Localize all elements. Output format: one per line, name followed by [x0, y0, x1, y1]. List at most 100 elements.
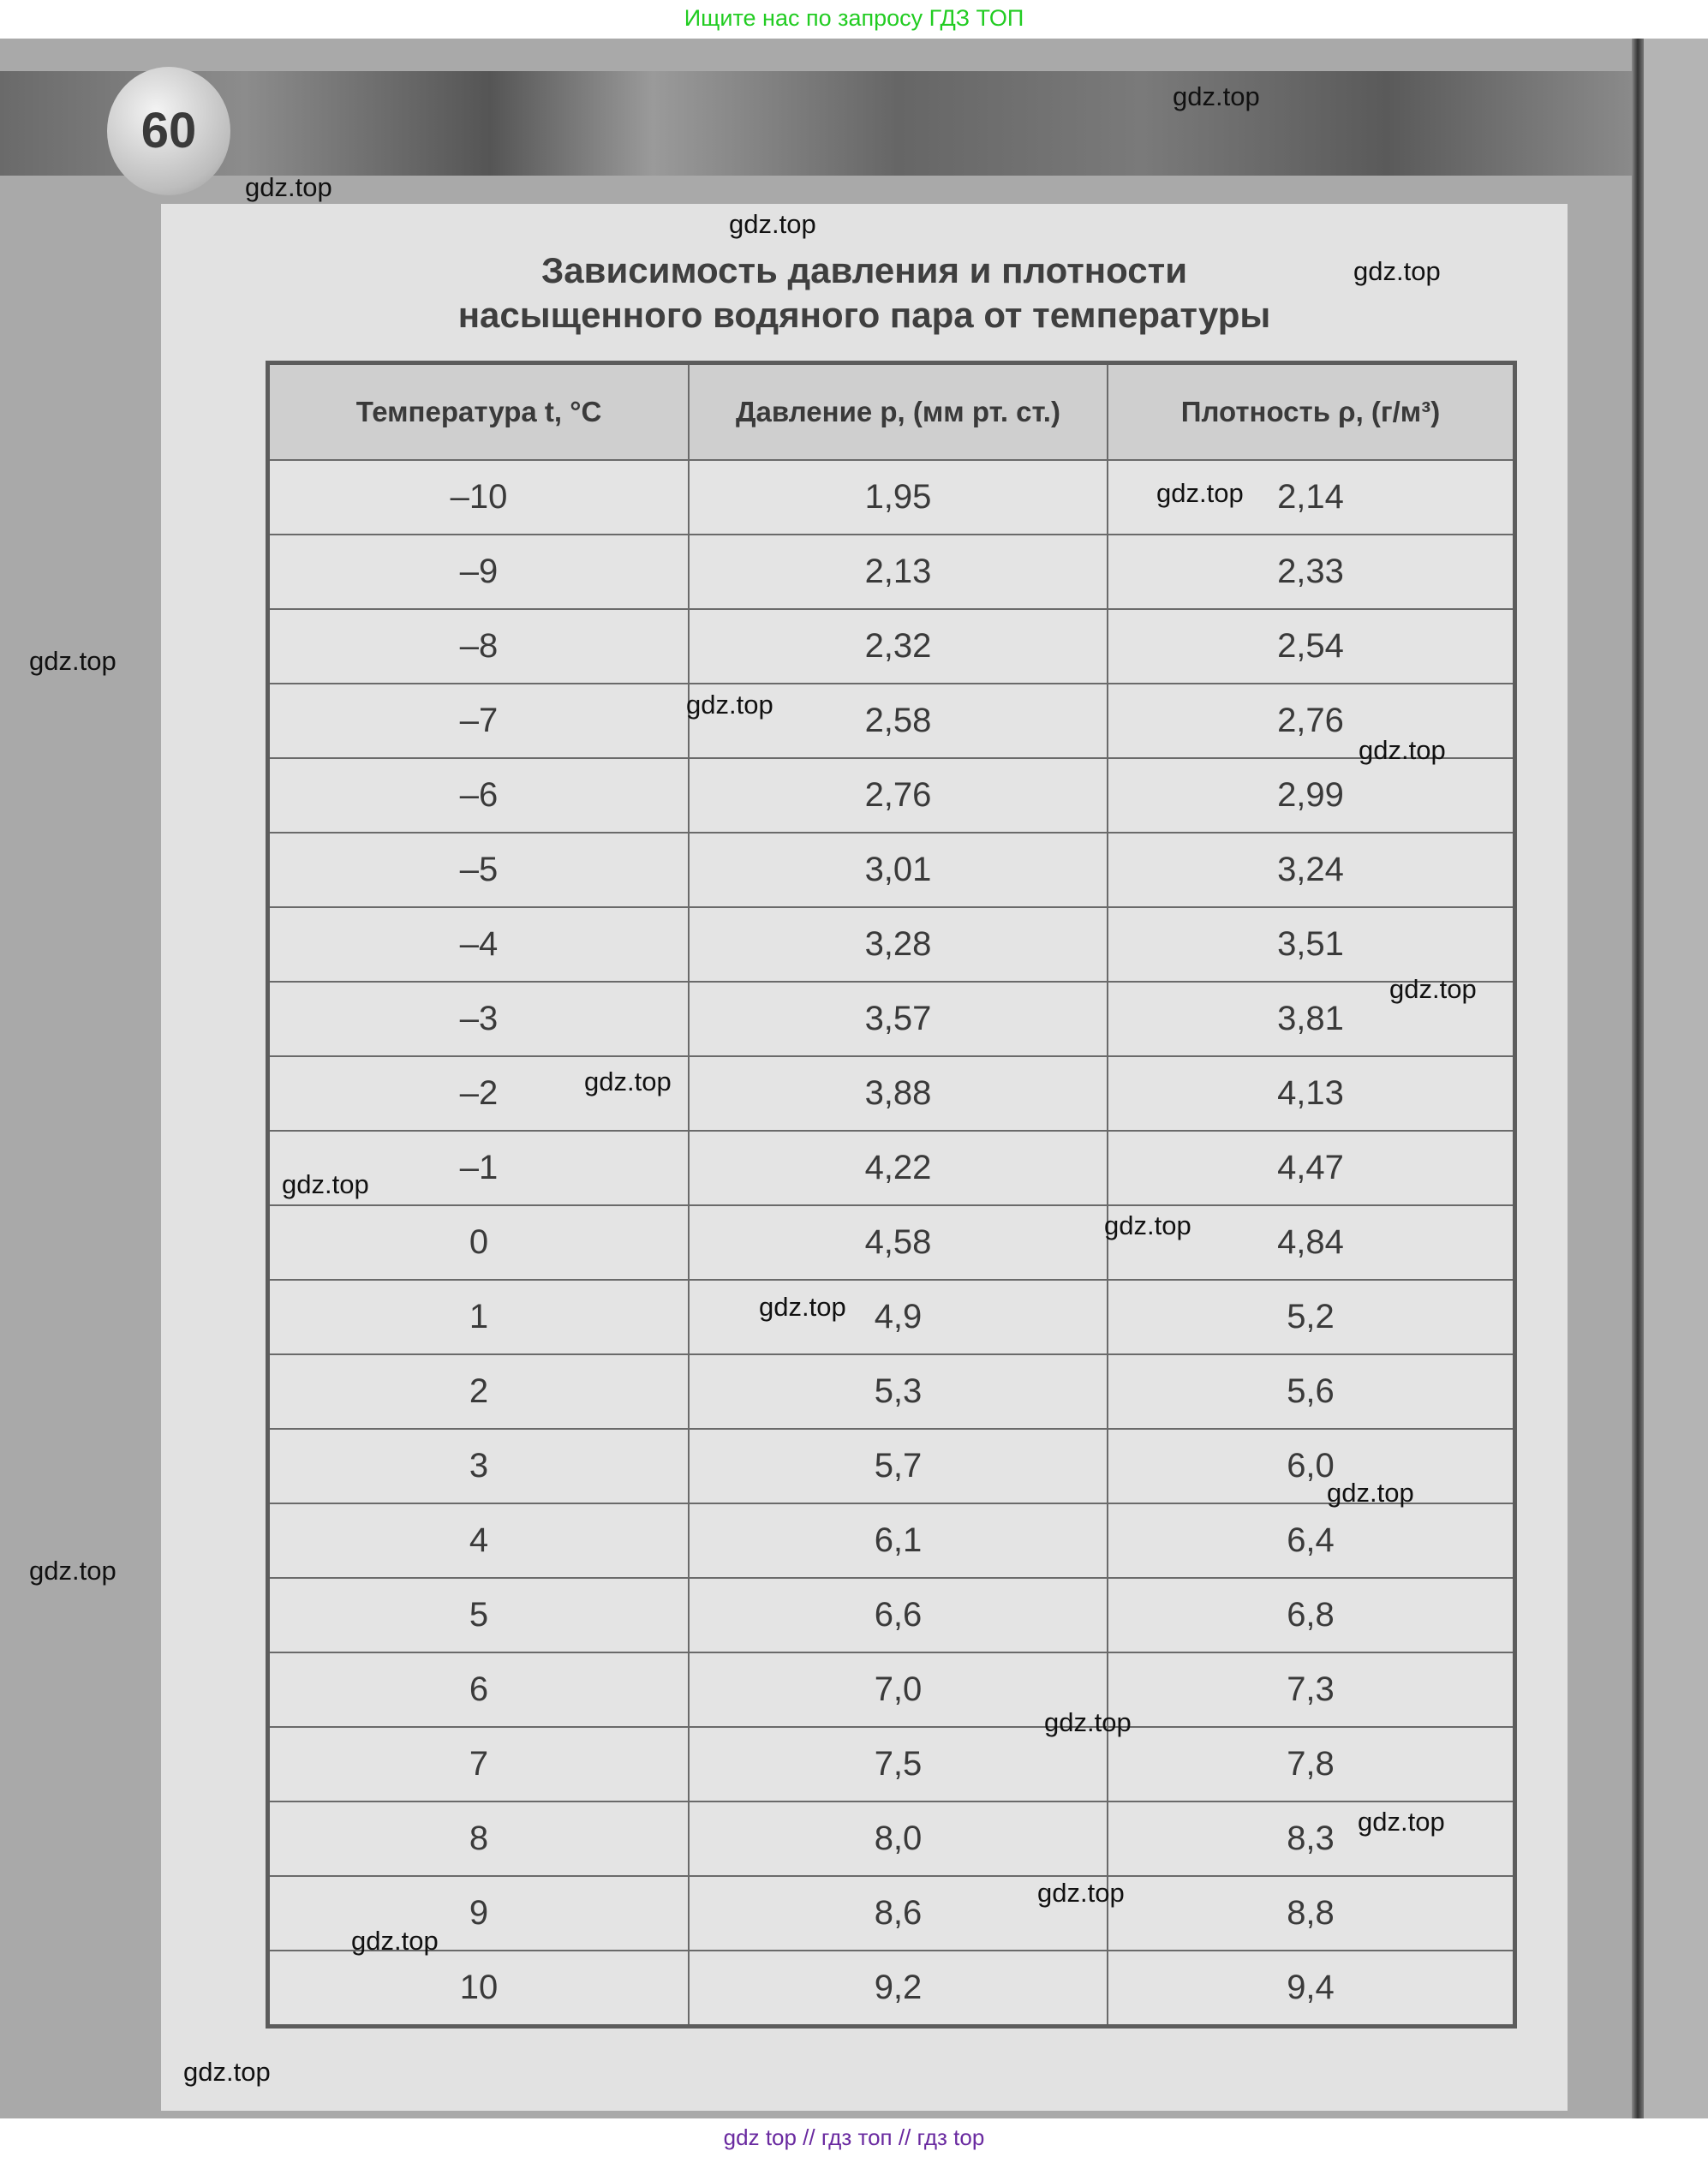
table-row: –6 2,76 2,99 [266, 757, 1516, 834]
top-banner: Ищите нас по запросу ГДЗ ТОП [0, 0, 1708, 39]
temperature-cell: 10 [266, 1950, 690, 2028]
footer-links[interactable]: gdz top // гдз топ // гдз top [723, 2124, 985, 2150]
pressure-cell: 5,3 [688, 1353, 1108, 1430]
density-cell: 4,47 [1107, 1130, 1516, 1206]
density-cell: 5,6 [1107, 1353, 1516, 1430]
pressure-cell: 5,7 [688, 1428, 1108, 1504]
table-row: –3 3,57 3,81 [266, 981, 1516, 1057]
table-row: –10 1,95 2,14 [266, 459, 1516, 535]
temperature-cell: 0 [266, 1204, 690, 1281]
density-cell: 5,2 [1107, 1279, 1516, 1355]
table-row: –8 2,32 2,54 [266, 608, 1516, 684]
table-row: 1 4,9 5,2 [266, 1279, 1516, 1355]
book-spine [1632, 39, 1644, 2118]
table-row: 0 4,58 4,84 [266, 1204, 1516, 1281]
pressure-cell: 4,9 [688, 1279, 1108, 1355]
density-cell: 2,76 [1107, 683, 1516, 759]
temperature-cell: –5 [266, 832, 690, 908]
table-row: 4 6,1 6,4 [266, 1503, 1516, 1579]
watermark: gdz.top [729, 209, 816, 239]
temperature-cell: 4 [266, 1503, 690, 1579]
watermark: gdz.top [282, 1169, 369, 1199]
pressure-cell: 2,32 [688, 608, 1108, 684]
density-cell: 6,4 [1107, 1503, 1516, 1579]
temperature-cell: 5 [266, 1577, 690, 1653]
temperature-cell: –6 [266, 757, 690, 834]
table-row: –5 3,01 3,24 [266, 832, 1516, 908]
pressure-cell: 8,6 [688, 1875, 1108, 1951]
table-row: –9 2,13 2,33 [266, 534, 1516, 610]
table-row: –2 3,88 4,13 [266, 1055, 1516, 1132]
table-header-row: Температура t, °C Давление p, (мм рт. ст.… [266, 361, 1516, 461]
title-line-2: насыщенного водяного пара от температуры [457, 295, 1271, 335]
column-header: Плотность ρ, (г/м³) [1107, 361, 1516, 461]
watermark: gdz.top [1104, 1210, 1191, 1240]
watermark: gdz.top [1358, 1807, 1445, 1837]
temperature-cell: 8 [266, 1801, 690, 1877]
pressure-cell: 8,0 [688, 1801, 1108, 1877]
footer: gdz top // гдз топ // гдз top [0, 2118, 1708, 2157]
density-cell: 3,51 [1107, 906, 1516, 983]
table-row: –1 4,22 4,47 [266, 1130, 1516, 1206]
watermark: gdz.top [686, 690, 773, 720]
density-cell: 2,54 [1107, 608, 1516, 684]
watermark: gdz.top [245, 172, 332, 202]
page-title: Зависимость давления и плотности насыщен… [161, 248, 1568, 338]
temperature-cell: 9 [266, 1875, 690, 1951]
table-row: 9 8,6 8,8 [266, 1875, 1516, 1951]
pressure-cell: 3,01 [688, 832, 1108, 908]
temperature-cell: 2 [266, 1353, 690, 1430]
pressure-cell: 1,95 [688, 459, 1108, 535]
temperature-cell: –10 [266, 459, 690, 535]
watermark: gdz.top [1044, 1707, 1132, 1737]
page-header-image [0, 71, 1632, 176]
table-row: 5 6,6 6,8 [266, 1577, 1516, 1653]
column-header: Температура t, °C [266, 361, 690, 461]
watermark: gdz.top [1389, 974, 1477, 1004]
page-number-badge: 60 [107, 67, 230, 195]
table-row: 7 7,5 7,8 [266, 1726, 1516, 1802]
temperature-cell: –8 [266, 608, 690, 684]
pressure-cell: 7,0 [688, 1652, 1108, 1728]
pressure-cell: 4,58 [688, 1204, 1108, 1281]
watermark: gdz.top [1173, 81, 1260, 111]
title-line-1: Зависимость давления и плотности [540, 250, 1188, 290]
density-cell: 2,99 [1107, 757, 1516, 834]
density-cell: 8,8 [1107, 1875, 1516, 1951]
temperature-cell: –2 [266, 1055, 690, 1132]
table-row: –4 3,28 3,51 [266, 906, 1516, 983]
top-banner-link[interactable]: Ищите нас по запросу ГДЗ ТОП [684, 5, 1024, 31]
temperature-cell: –3 [266, 981, 690, 1057]
temperature-cell: 7 [266, 1726, 690, 1802]
temperature-cell: –9 [266, 534, 690, 610]
watermark: gdz.top [1353, 256, 1441, 286]
watermark: gdz.top [1156, 478, 1244, 508]
table-row: 3 5,7 6,0 [266, 1428, 1516, 1504]
watermark: gdz.top [29, 1556, 116, 1586]
vapor-table: Температура t, °C Давление p, (мм рт. ст.… [266, 361, 1517, 2029]
table-row: –7 2,58 2,76 [266, 683, 1516, 759]
density-cell: 4,84 [1107, 1204, 1516, 1281]
density-cell: 6,8 [1107, 1577, 1516, 1653]
density-cell: 7,3 [1107, 1652, 1516, 1728]
watermark: gdz.top [759, 1292, 846, 1322]
density-cell: 2,33 [1107, 534, 1516, 610]
pressure-cell: 9,2 [688, 1950, 1108, 2028]
table-row: 6 7,0 7,3 [266, 1652, 1516, 1728]
watermark: gdz.top [584, 1067, 672, 1096]
pressure-cell: 3,88 [688, 1055, 1108, 1132]
temperature-cell: 6 [266, 1652, 690, 1728]
temperature-cell: –7 [266, 683, 690, 759]
temperature-cell: 3 [266, 1428, 690, 1504]
pressure-cell: 2,58 [688, 683, 1108, 759]
watermark: gdz.top [1037, 1878, 1125, 1908]
temperature-cell: 1 [266, 1279, 690, 1355]
pressure-cell: 3,57 [688, 981, 1108, 1057]
density-cell: 3,81 [1107, 981, 1516, 1057]
table-row: 10 9,2 9,4 [266, 1950, 1516, 2028]
page-number: 60 [140, 103, 197, 158]
watermark: gdz.top [1327, 1478, 1414, 1508]
density-cell: 8,3 [1107, 1801, 1516, 1877]
density-cell: 2,14 [1107, 459, 1516, 535]
watermark: gdz.top [351, 1926, 439, 1956]
